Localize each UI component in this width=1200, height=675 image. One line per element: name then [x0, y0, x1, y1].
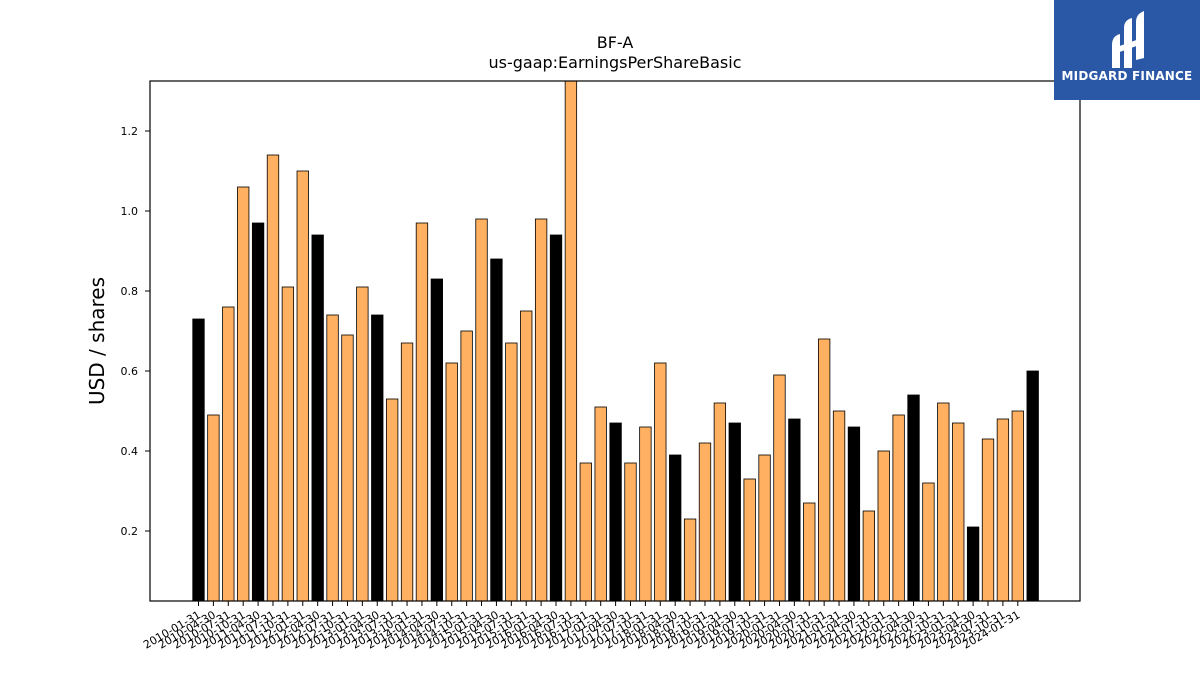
bar-2018-07-31 — [683, 518, 697, 602]
x-ticks-group: 2010-01-312010-04-302010-07-312010-10-31… — [141, 601, 1022, 652]
bars-group — [192, 80, 1039, 602]
bar-2013-07-31 — [385, 398, 399, 602]
bar-2012-07-31 — [326, 314, 339, 602]
bar-2021-04-30 — [847, 426, 861, 602]
bar-2010-10-31 — [237, 186, 250, 602]
bar-2018-04-30 — [669, 454, 682, 602]
bar-2010-01-31 — [192, 318, 205, 602]
bar-2012-01-31 — [296, 170, 309, 602]
bar-2013-01-31 — [356, 286, 369, 602]
midgard-finance-logo: MIDGARD FINANCE — [1054, 0, 1200, 100]
bar-2020-10-31 — [818, 338, 831, 602]
plot-frame — [149, 80, 1081, 602]
bar-2012-04-30 — [311, 234, 324, 602]
bar-2013-04-30 — [371, 314, 384, 602]
bar-2013-10-31 — [400, 342, 414, 602]
y-tick-label: 1.0 — [121, 205, 139, 218]
bar-2016-10-31 — [579, 462, 592, 602]
bar-2023-04-30 — [966, 526, 980, 602]
bar-2021-10-31 — [877, 450, 890, 602]
bar-2023-10-31 — [996, 418, 1010, 602]
bar-2017-04-30 — [609, 422, 622, 602]
bar-2019-10-31 — [758, 454, 771, 602]
bar-2014-07-31 — [445, 362, 458, 602]
bar-2015-04-30 — [490, 258, 503, 602]
bar-undefined — [1026, 370, 1039, 602]
bar-2022-10-31 — [937, 402, 950, 602]
bar-2011-07-31 — [266, 154, 280, 602]
bar-2010-04-30 — [207, 414, 220, 602]
bar-2018-01-31 — [654, 362, 667, 602]
bar-2017-07-31 — [624, 462, 637, 602]
bar-2012-10-31 — [341, 334, 354, 602]
bar-2014-10-31 — [460, 330, 473, 602]
chart-subtitle: us-gaap:EarningsPerShareBasic — [488, 53, 741, 72]
bar-2015-01-31 — [475, 218, 488, 602]
y-axis-label: USD / shares — [85, 277, 109, 405]
bar-2011-10-31 — [281, 286, 295, 602]
bar-2019-01-31 — [713, 402, 727, 602]
bar-2015-10-31 — [520, 310, 533, 602]
bar-2023-07-31 — [981, 438, 995, 602]
y-tick-label: 0.6 — [121, 365, 139, 378]
bar-2020-04-30 — [788, 418, 801, 602]
bar-2016-07-31 — [564, 80, 578, 602]
bar-2022-07-31 — [922, 482, 935, 602]
y-tick-label: 0.8 — [121, 285, 139, 298]
bar-2010-07-31 — [222, 306, 235, 602]
bar-2014-01-31 — [415, 222, 429, 602]
bar-2015-07-31 — [505, 342, 518, 602]
logo-text: MIDGARD FINANCE — [1061, 69, 1193, 83]
y-ticks-group: 0.2 0.4 0.6 0.8 1.0 1.2 — [121, 125, 150, 538]
bar-2014-04-30 — [430, 278, 443, 602]
y-tick-label: 1.2 — [121, 125, 139, 138]
bar-2020-01-31 — [773, 374, 786, 602]
bar-2018-10-31 — [698, 442, 712, 602]
bar-2021-01-31 — [832, 410, 846, 602]
midgard-logo-mark-icon — [1112, 11, 1144, 68]
bar-2016-04-30 — [549, 234, 563, 602]
bar-2017-01-31 — [594, 406, 607, 602]
y-tick-label: 0.4 — [121, 445, 139, 458]
bar-2019-04-30 — [728, 422, 741, 602]
bar-2017-10-31 — [639, 426, 652, 602]
bar-2023-01-31 — [952, 422, 965, 602]
bar-2016-01-31 — [534, 218, 548, 602]
bar-2019-07-31 — [743, 478, 756, 602]
bar-2021-07-31 — [862, 510, 875, 602]
bar-2024-01-31 — [1011, 410, 1024, 602]
y-tick-label: 0.2 — [121, 525, 139, 538]
bar-2022-01-31 — [892, 414, 905, 602]
bar-2011-04-30 — [251, 222, 265, 602]
bar-2022-04-30 — [907, 394, 920, 602]
chart-title: BF-A — [597, 33, 634, 52]
bar-2020-07-31 — [803, 502, 816, 602]
